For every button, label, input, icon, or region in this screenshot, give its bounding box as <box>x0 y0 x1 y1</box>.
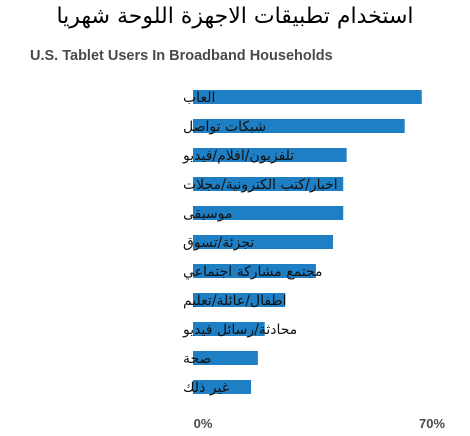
x-tick-label-0: 0% <box>194 416 213 431</box>
chart-title: استخدام تطبيقات الاجهزة اللوحة شهريا <box>56 4 414 29</box>
chart-subtitle: U.S. Tablet Users In Broadband Household… <box>30 48 333 64</box>
bar-8 <box>193 322 265 336</box>
bar-1 <box>193 119 405 133</box>
bar-4 <box>193 206 344 220</box>
x-axis-ticks: 0% 70% <box>194 416 446 431</box>
bars-layer <box>193 90 422 394</box>
bar-3 <box>193 177 344 191</box>
x-tick-label-1: 70% <box>419 416 445 431</box>
category-label-5: تجزئة/تسوق <box>183 235 254 251</box>
bar-5 <box>193 235 333 249</box>
category-label-6: مجتمع مشاركة اجتماعي <box>183 264 323 280</box>
category-label-4: موسيقى <box>183 206 232 222</box>
bar-10 <box>193 380 252 394</box>
bar-7 <box>193 293 286 307</box>
category-labels: العاب شبكات تواصل تلفزيون/افلام/فيديو اخبار… <box>182 90 338 396</box>
category-label-0: العاب <box>183 90 215 106</box>
category-label-9: صحة <box>183 351 211 367</box>
category-label-2: تلفزيون/افلام/فيديو <box>182 148 294 164</box>
bar-2 <box>193 148 347 162</box>
bar-0 <box>193 90 422 104</box>
category-label-1: شبكات تواصل <box>183 119 266 135</box>
bar-9 <box>193 351 258 365</box>
category-label-8: محادثة/رسائل فيديو <box>182 322 297 338</box>
category-label-3: اخبار/كتب الكترونية/مجلات <box>183 177 338 193</box>
category-label-7: اطفال/عائلة/تعليم <box>183 293 286 309</box>
bar-6 <box>193 264 316 278</box>
category-label-10: غير ذلك <box>183 380 229 396</box>
